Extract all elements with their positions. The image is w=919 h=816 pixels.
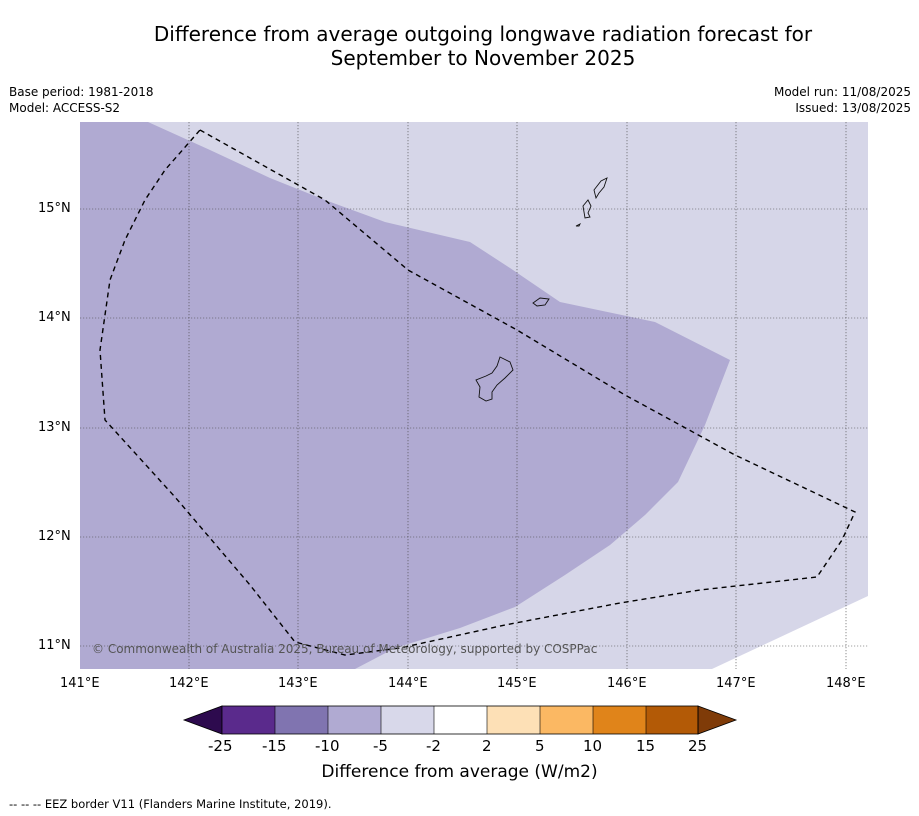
colorbar-label-5: 5 [535,737,545,755]
meta-right: Model run: 11/08/2025 Issued: 13/08/2025 [774,84,911,116]
colorbar-box-3 [328,706,381,734]
lon-tick-148: 148°E [826,676,866,691]
colorbar-box-5 [434,706,487,734]
lon-tick-143: 143°E [278,676,318,691]
colorbar [182,705,738,735]
colorbar-box-6 [487,706,540,734]
lon-tick-141: 141°E [60,676,100,691]
saipan-island [593,177,608,200]
lon-tick-146: 146°E [607,676,647,691]
tinian-island [582,199,592,219]
aguijan-island [575,222,582,227]
lat-tick-15: 15°N [38,201,71,216]
lon-tick-144: 144°E [388,676,428,691]
model-run: Model run: 11/08/2025 [773,85,911,99]
colorbar-label-neg15: -15 [262,737,287,755]
lon-tick-145: 145°E [497,676,537,691]
issued-date: Issued: 13/08/2025 [795,101,911,115]
chart-title: Difference from average outgoing longwav… [0,22,919,70]
colorbar-label-10: 10 [583,737,603,755]
eez-border [99,129,856,656]
map-corner-white [712,596,868,669]
title-line-1: Difference from average outgoing longwav… [153,22,813,46]
lat-tick-12: 12°N [38,529,71,544]
rota-island [532,297,550,307]
colorbar-label-neg10: -10 [315,737,340,755]
colorbar-title: Difference from average (W/m2) [321,762,598,782]
colorbar-label-2: 2 [482,737,492,755]
colorbar-box-1 [222,706,275,734]
colorbar-dividers [274,706,647,734]
colorbar-box-7 [540,706,593,734]
colorbar-box-8 [593,706,646,734]
title-line-2: September to November 2025 [330,46,636,70]
island-outlines [475,177,608,402]
colorbar-frame [221,705,699,735]
guam-island [475,356,514,402]
colorbar-label-15: 15 [636,737,656,755]
meta-left: Base period: 1981-2018 Model: ACCESS-S2 [9,84,154,116]
map-panel [80,122,868,669]
colorbar-label-neg5: -5 [373,737,388,755]
colorbar-label-neg25: -25 [208,737,233,755]
eez-legend-note: -- -- -- EEZ border V11 (Flanders Marine… [9,797,332,811]
colorbar-box-2 [275,706,328,734]
colorbar-box-4 [381,706,434,734]
anomaly-band-medium [80,122,730,669]
colorbar-max-extend [697,705,738,735]
colorbar-label-25: 25 [688,737,708,755]
model-name: Model: ACCESS-S2 [9,101,121,115]
lon-tick-142: 142°E [169,676,209,691]
copyright-notice: © Commonwealth of Australia 2025, Bureau… [92,642,598,656]
colorbar-label-neg2: -2 [426,737,441,755]
lon-tick-147: 147°E [716,676,756,691]
lat-tick-13: 13°N [38,420,71,435]
lat-tick-11: 11°N [38,638,71,653]
colorbar-min-extend [182,705,223,735]
colorbar-box-9 [646,706,698,734]
base-period: Base period: 1981-2018 [9,85,154,99]
lat-tick-14: 14°N [38,310,71,325]
